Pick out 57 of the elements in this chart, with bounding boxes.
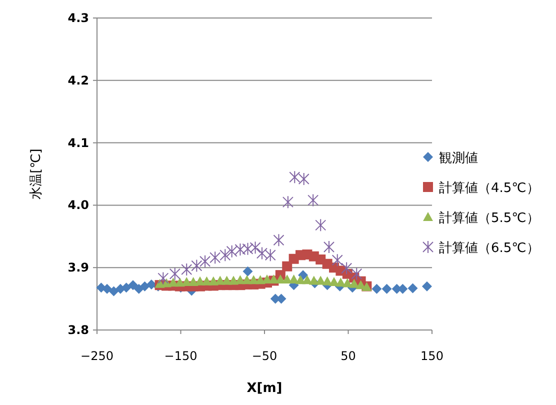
point (349, 278, 360, 288)
point (282, 196, 294, 209)
legend-label: 計算値（5.5℃） (439, 211, 540, 226)
point (242, 266, 253, 276)
point (200, 254, 211, 268)
point (220, 248, 231, 262)
x-tick-label: 50 (340, 349, 356, 363)
point (422, 281, 432, 292)
point (250, 241, 261, 254)
legend-label: 計算値（6.5℃） (439, 241, 540, 256)
point (108, 286, 119, 296)
point (146, 279, 156, 290)
legend-label: 観測値 (439, 151, 478, 166)
point (308, 194, 319, 207)
point (210, 251, 221, 264)
x-tick-label: −250 (80, 349, 114, 363)
y-tick-label: 4.0 (68, 198, 89, 212)
point (298, 172, 310, 186)
x-tick-label: −50 (252, 349, 278, 363)
point (264, 248, 276, 262)
point (408, 283, 418, 294)
point (158, 272, 169, 285)
point (202, 276, 212, 286)
point (273, 234, 284, 247)
point (382, 284, 392, 294)
y-axis-title: 水温[℃] (29, 148, 44, 200)
point (341, 262, 352, 275)
point (351, 267, 362, 280)
point (181, 262, 192, 276)
point (332, 254, 343, 267)
point (169, 267, 180, 280)
point (323, 240, 334, 254)
y-tick-label: 4.1 (68, 136, 89, 150)
point (102, 284, 112, 294)
point (234, 243, 246, 256)
x-tick-label: 150 (420, 349, 444, 363)
point (372, 284, 382, 294)
point (282, 261, 292, 272)
y-tick-label: 3.8 (68, 323, 89, 337)
y-tick-label: 4.2 (68, 73, 89, 88)
point (208, 276, 218, 286)
point (315, 218, 326, 232)
y-tick-label: 4.3 (68, 11, 89, 25)
point (226, 244, 238, 258)
point (121, 282, 132, 293)
point (191, 259, 202, 272)
point (302, 275, 312, 284)
point (128, 280, 138, 290)
y-tick-label: 3.9 (68, 260, 89, 275)
point (289, 170, 300, 184)
x-axis-title: X[m] (246, 381, 282, 396)
point (256, 246, 268, 260)
point (336, 278, 346, 287)
point (242, 242, 254, 256)
point (140, 281, 150, 292)
x-tick-label: −150 (164, 349, 198, 363)
legend-label: 計算値（4.5℃） (439, 181, 540, 196)
